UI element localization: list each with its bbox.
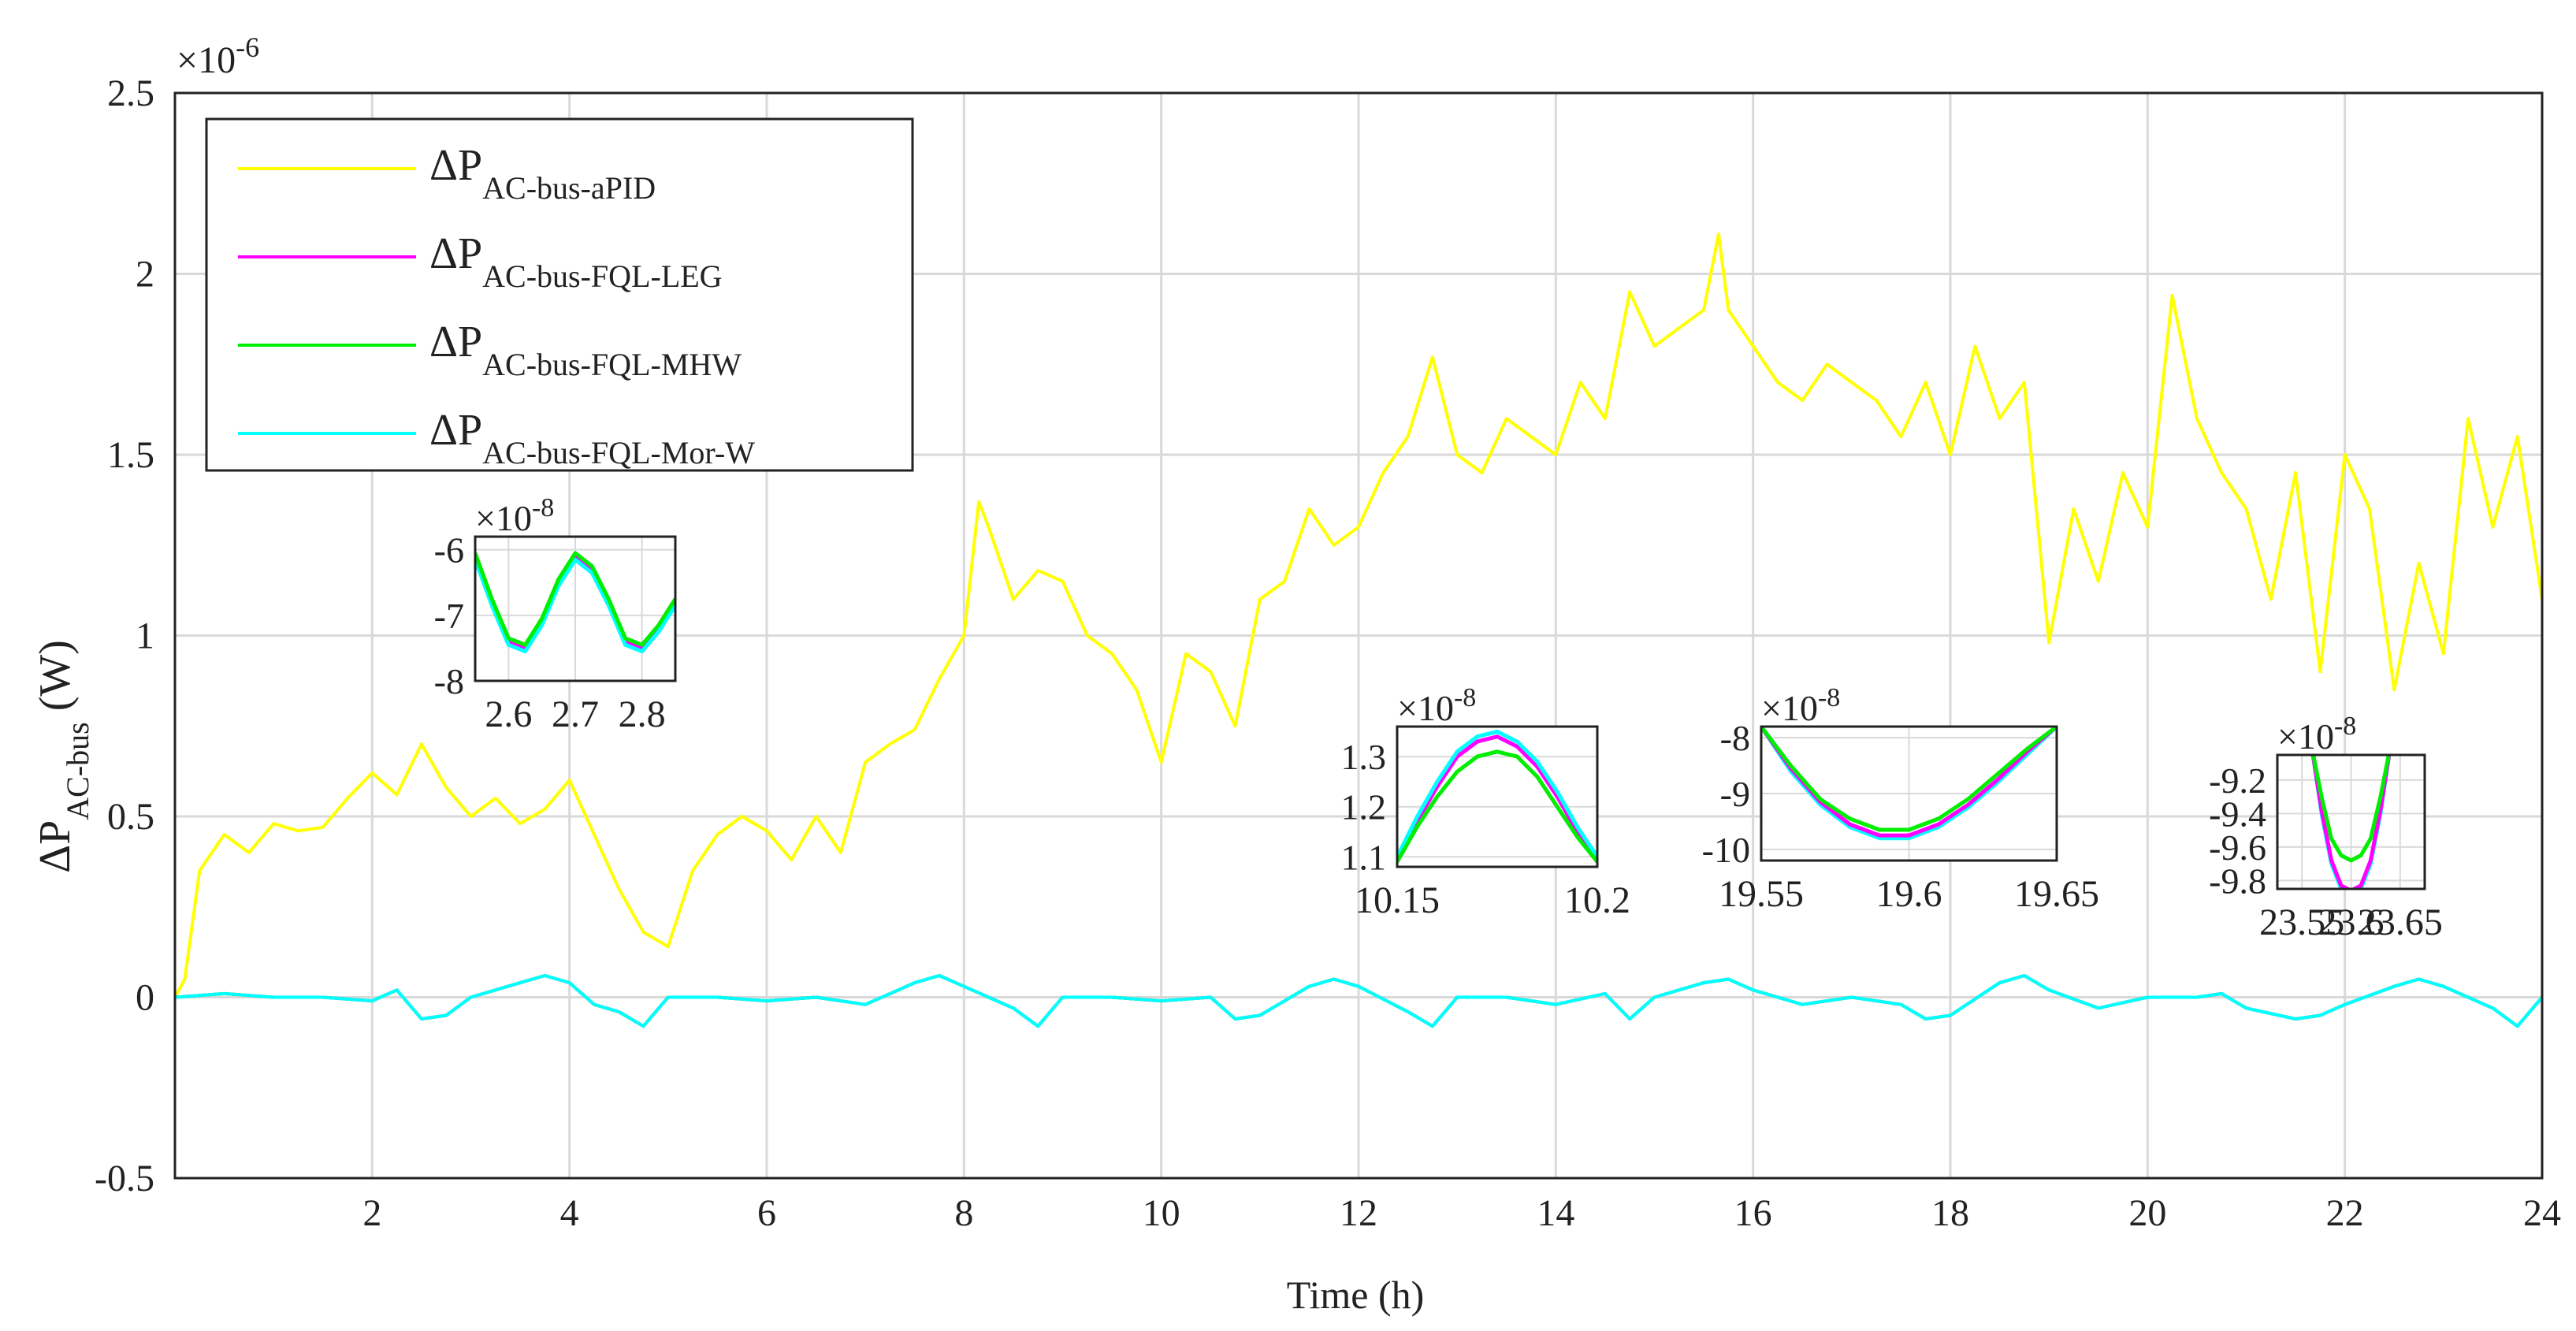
inset-exponent-label: ×10-8 — [2277, 712, 2356, 757]
inset-x-tick-label: 19.65 — [2014, 873, 2099, 915]
inset-panel: 10.15 10.2 1.3 1.2 1.1 ×10-8 — [1341, 683, 1631, 921]
y-tick-label: 0.5 — [107, 796, 154, 838]
y-exponent-label: ×10-6 — [177, 32, 259, 81]
x-tick-label: 4 — [560, 1192, 579, 1234]
y-tick-label: 1.5 — [107, 434, 154, 476]
inset-x-tick-label: 23.6 — [2318, 902, 2385, 943]
inset-series-group — [1397, 729, 1597, 864]
inset-x-tick-label: 2.8 — [619, 693, 666, 735]
inset-series-line-fql-mhw — [1761, 727, 2057, 832]
inset-frame — [1760, 725, 2058, 862]
inset-series-line-fql-leg — [1397, 734, 1597, 863]
y-tick-label: 0 — [136, 977, 154, 1019]
x-tick-label: 8 — [954, 1192, 973, 1234]
inset-y-tick-label: -9.6 — [2209, 827, 2266, 868]
inset-exponent-label: ×10-8 — [1761, 683, 1840, 728]
x-tick-label: 2 — [362, 1192, 381, 1234]
x-tick-label: 14 — [1537, 1192, 1574, 1234]
inset-series-line-fql-mhw — [2311, 755, 2391, 863]
inset-panel: 2.6 2.7 2.8 -6 -7 -8 ×10-8 — [434, 493, 677, 735]
inset-series-line-fql-mor-w — [475, 557, 675, 654]
series-line-fql-mor-w — [174, 974, 2544, 1028]
series-layer — [173, 232, 2544, 1028]
y-axis-label-unit: (W) — [31, 640, 80, 711]
inset-y-tick-label: -8 — [434, 661, 464, 701]
inset-series-group — [1761, 727, 2057, 841]
inset-frame — [474, 535, 677, 682]
legend: ΔPAC-bus-aPID ΔPAC-bus-FQL-LEG ΔPAC-bus-FQ… — [205, 117, 914, 472]
axis-ticks: 2 4 6 8 10 12 14 16 18 20 22 24-0.500.511.522.5 — [95, 72, 2561, 1234]
inset-exponent-label: ×10-8 — [475, 493, 554, 538]
legend-entry-label: ΔPAC-bus-aPID — [429, 141, 656, 206]
inset-x-tick-label: 19.55 — [1719, 873, 1804, 915]
inset-y-tick-label: -8 — [1720, 718, 1750, 758]
y-axis-label-main: ΔP — [31, 820, 80, 873]
legend-entry-label: ΔPAC-bus-FQL-LEG — [429, 229, 723, 294]
inset-series-line-fql-mhw — [1397, 749, 1597, 864]
inset-frame — [2276, 753, 2426, 890]
x-tick-label: 6 — [757, 1192, 776, 1234]
inset-y-tick-label: -9.2 — [2209, 760, 2266, 801]
inset-y-tick-label: -9 — [1720, 774, 1750, 814]
inset-exponent-label: ×10-8 — [1397, 683, 1476, 728]
inset-y-tick-label: -10 — [1702, 830, 1750, 870]
x-tick-label: 22 — [2326, 1192, 2364, 1234]
inset-y-tick-label: -9.8 — [2209, 861, 2266, 901]
y-tick-label: 1 — [136, 615, 154, 657]
x-tick-label: 18 — [1931, 1192, 1969, 1234]
inset-series-line-fql-mor-w — [1397, 729, 1597, 858]
legend-entry-label: ΔPAC-bus-FQL-MHW — [429, 318, 742, 382]
y-axis-label-sub: AC-bus — [60, 722, 95, 820]
x-tick-label: 16 — [1734, 1192, 1772, 1234]
inset-x-tick-label: 10.15 — [1355, 879, 1440, 921]
inset-series-line-fql-leg — [2310, 755, 2392, 889]
inset-y-tick-label: 1.2 — [1341, 787, 1387, 827]
inset-x-tick-label: 2.6 — [485, 693, 532, 735]
inset-x-tick-label: 19.6 — [1876, 873, 1942, 915]
inset-x-tick-label: 10.2 — [1564, 879, 1630, 921]
inset-y-tick-label: -6 — [434, 530, 464, 571]
x-tick-label: 24 — [2523, 1192, 2561, 1234]
legend-entry-label: ΔPAC-bus-FQL-Mor-W — [429, 406, 755, 470]
insets-layer: 2.6 2.7 2.8 -6 -7 -8 ×10-8 10.15 10.2 1.3 1.2 1.1 ×1… — [434, 493, 2443, 943]
inset-frame — [1396, 725, 1599, 868]
inset-x-tick-label: 23.55 — [2259, 902, 2344, 943]
y-tick-label: 2 — [136, 254, 154, 296]
inset-series-group — [2310, 755, 2392, 889]
inset-y-tick-label: 1.3 — [1341, 737, 1387, 777]
x-tick-label: 20 — [2128, 1192, 2166, 1234]
inset-series-group — [475, 551, 675, 654]
y-axis-label: ΔPAC-bus (W) — [31, 640, 95, 873]
legend-box — [205, 117, 914, 472]
y-tick-label: 2.5 — [107, 72, 154, 114]
inset-y-tick-label: -7 — [434, 596, 464, 636]
plot-frame — [173, 91, 2544, 1180]
inset-y-tick-label: -9.4 — [2209, 794, 2266, 834]
inset-series-line-fql-mhw — [475, 551, 675, 647]
inset-x-tick-label: 2.7 — [552, 693, 599, 735]
inset-x-tick-label: 23.65 — [2358, 902, 2443, 943]
y-tick-label: -0.5 — [95, 1158, 154, 1199]
inset-y-tick-label: 1.1 — [1341, 837, 1387, 877]
inset-panel: 19.55 19.6 19.65 -8 -9 -10 ×10-8 — [1702, 683, 2099, 915]
svg-text:ΔPAC-bus(W): ΔPAC-bus (W) — [31, 640, 95, 873]
x-tick-label: 10 — [1143, 1192, 1180, 1234]
x-axis-label: Time (h) — [1287, 1273, 1425, 1317]
x-tick-label: 12 — [1340, 1192, 1377, 1234]
series-line-apid — [173, 232, 2544, 998]
